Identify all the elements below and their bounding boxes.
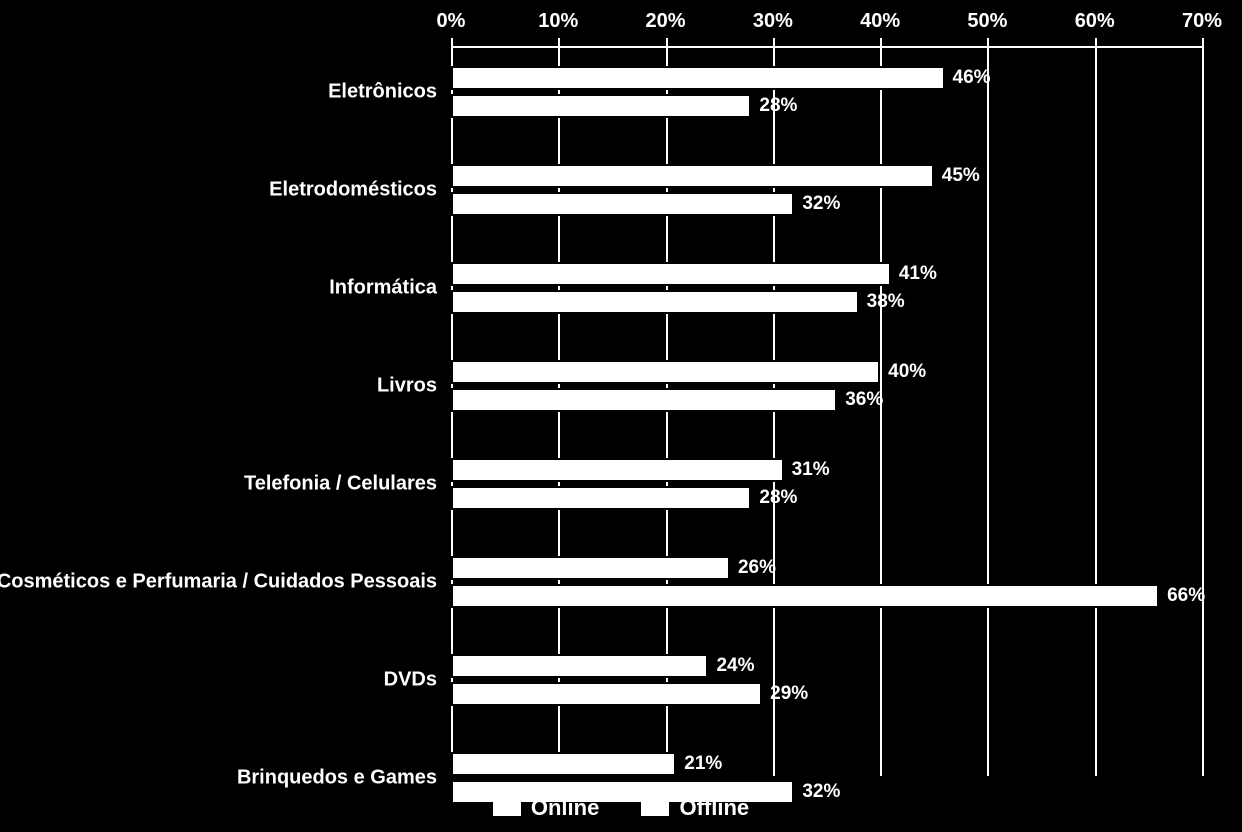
category-row: Eletrônicos46%28% <box>451 66 1202 118</box>
bar-offline <box>451 94 751 118</box>
bar-value-label: 36% <box>845 389 883 411</box>
bar-value-label: 24% <box>716 655 754 677</box>
bar-offline <box>451 584 1159 608</box>
x-tick-label: 0% <box>437 10 466 33</box>
bar-offline <box>451 290 859 314</box>
category-label: Informática <box>329 277 451 300</box>
bar-value-label: 28% <box>759 95 797 117</box>
bar-offline <box>451 682 762 706</box>
x-tickmark <box>558 38 560 46</box>
legend-label-online: Online <box>531 795 599 821</box>
legend-swatch-offline <box>641 800 669 816</box>
legend-item-online: Online <box>493 795 599 821</box>
bar-online <box>451 164 934 188</box>
bar-value-label: 31% <box>792 459 830 481</box>
bar-value-label: 40% <box>888 361 926 383</box>
category-label: Eletrodomésticos <box>269 179 451 202</box>
bar-value-label: 66% <box>1167 585 1205 607</box>
plot-area: Eletrônicos 46% 28% Eletrodomésticos 45% 32% I… <box>0 46 1242 776</box>
category-row: Telefonia / Celulares31%28% <box>451 458 1202 510</box>
bar-value-label: 45% <box>942 165 980 187</box>
x-tickmark <box>987 38 989 46</box>
x-tickmark <box>880 38 882 46</box>
x-tickmark <box>451 38 453 46</box>
bar-value-label: 38% <box>867 291 905 313</box>
x-tick-label: 30% <box>753 10 793 33</box>
x-tickmark <box>666 38 668 46</box>
bar-online <box>451 360 880 384</box>
x-tick-label: 40% <box>860 10 900 33</box>
x-gridline <box>1202 46 1204 776</box>
bar-online <box>451 262 891 286</box>
category-row: Informática41%38% <box>451 262 1202 314</box>
x-tick-label: 70% <box>1182 10 1222 33</box>
bar-value-label: 21% <box>684 753 722 775</box>
category-row: Cosméticos e Perfumaria / Cuidados Pesso… <box>451 556 1202 608</box>
bar-value-label: 46% <box>953 67 991 89</box>
x-axis-line <box>451 46 1202 48</box>
bar-value-label: 26% <box>738 557 776 579</box>
bar-online <box>451 654 708 678</box>
bar-value-label: 28% <box>759 487 797 509</box>
x-tickmark <box>1095 38 1097 46</box>
category-label: Eletrônicos <box>328 81 451 104</box>
legend: Online Offline <box>0 795 1242 822</box>
plot-inner: Eletrônicos46%28%Eletrodomésticos45%32%I… <box>451 46 1202 776</box>
bar-value-label: 41% <box>899 263 937 285</box>
bar-offline <box>451 192 794 216</box>
bar-online <box>451 458 784 482</box>
x-tick-label: 20% <box>646 10 686 33</box>
bar-online <box>451 752 676 776</box>
x-tick-label: 10% <box>538 10 578 33</box>
grouped-bar-chart: 0% 10% 20% 30% 40% 50% 60% 70% Eletrônicos 46% 28… <box>0 0 1242 832</box>
category-label: Livros <box>377 375 451 398</box>
x-tickmark <box>1202 38 1204 46</box>
legend-item-offline: Offline <box>641 795 749 821</box>
category-label: Brinquedos e Games <box>237 767 451 790</box>
bar-offline <box>451 486 751 510</box>
x-tickmark <box>773 38 775 46</box>
x-tick-label: 60% <box>1075 10 1115 33</box>
bar-offline <box>451 388 837 412</box>
category-label: Telefonia / Celulares <box>244 473 451 496</box>
category-label: Cosméticos e Perfumaria / Cuidados Pesso… <box>0 571 451 594</box>
legend-swatch-online <box>493 800 521 816</box>
bar-online <box>451 66 945 90</box>
legend-label-offline: Offline <box>679 795 749 821</box>
category-label: DVDs <box>384 669 451 692</box>
x-tick-label: 50% <box>967 10 1007 33</box>
category-row: Livros40%36% <box>451 360 1202 412</box>
bar-value-label: 29% <box>770 683 808 705</box>
x-axis-top: 0% 10% 20% 30% 40% 50% 60% 70% <box>0 0 1242 46</box>
bar-value-label: 32% <box>802 193 840 215</box>
category-row: Eletrodomésticos45%32% <box>451 164 1202 216</box>
bar-online <box>451 556 730 580</box>
category-row: DVDs24%29% <box>451 654 1202 706</box>
